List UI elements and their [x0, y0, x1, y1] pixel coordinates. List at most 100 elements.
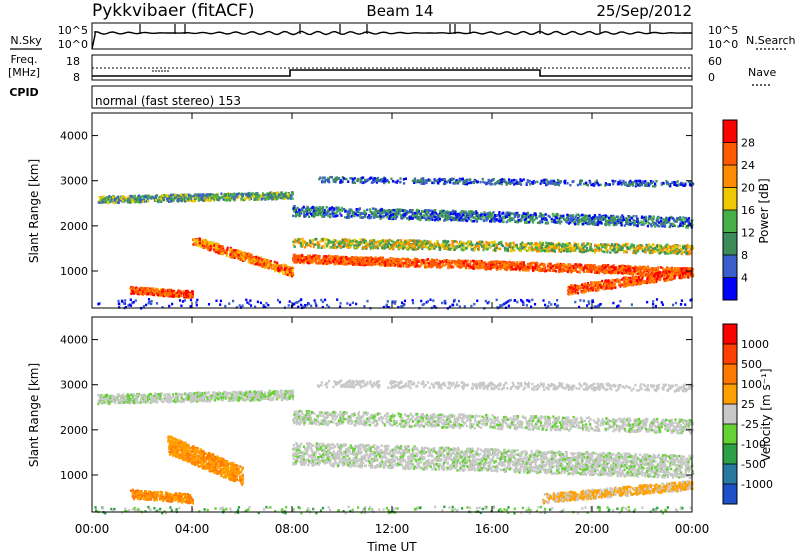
power-cell [667, 252, 670, 255]
power-cell [570, 267, 573, 270]
power-cell [561, 270, 564, 273]
power-cell [519, 242, 522, 246]
power-cell [376, 246, 380, 250]
power-cell [634, 246, 637, 250]
power-cell [365, 245, 368, 248]
power-cell [620, 215, 623, 218]
power-cell [515, 243, 518, 247]
power-cell [108, 201, 111, 204]
power-cell [631, 182, 635, 185]
power-cell [573, 217, 576, 221]
power-cell [467, 244, 470, 248]
power-cell [444, 215, 447, 218]
power-cell [374, 246, 377, 250]
power-cell [385, 241, 388, 244]
power-cell [494, 214, 497, 217]
power-cell [498, 182, 501, 185]
power-cell [507, 261, 510, 264]
power-cell [444, 243, 447, 246]
power-cell [488, 213, 491, 216]
power-cell [510, 266, 513, 269]
power-cell [595, 180, 599, 184]
power-cell [588, 214, 591, 218]
power-cell [642, 180, 645, 183]
power-cell [372, 257, 375, 261]
power-cell [305, 243, 308, 246]
power-cell [481, 240, 484, 244]
power-cell [302, 210, 305, 213]
power-cell [644, 266, 647, 269]
power-cell [296, 212, 299, 216]
power-cell [516, 264, 519, 268]
power-cell [396, 211, 399, 214]
power-cell [465, 266, 468, 270]
power-cell [363, 256, 366, 260]
power-cell [597, 183, 600, 187]
power-cell [554, 181, 557, 184]
power-cell [652, 185, 655, 188]
power-cell [618, 182, 621, 185]
power-cell [312, 209, 316, 212]
power-cell [453, 181, 456, 184]
power-cell [559, 244, 562, 247]
power-cell [604, 220, 607, 223]
power-cell [327, 214, 330, 218]
power-cell [632, 218, 635, 222]
power-cell [462, 213, 465, 217]
power-cell [386, 258, 389, 262]
power-cell [411, 261, 414, 264]
power-cell [566, 242, 569, 245]
power-cell [380, 208, 384, 211]
power-cell [302, 261, 305, 265]
power-cell [444, 247, 447, 250]
power-cell [668, 183, 671, 186]
power-cell [406, 258, 409, 261]
power-cell [613, 244, 616, 248]
power-cell [293, 253, 296, 257]
power-cell [538, 246, 541, 249]
power-cell [516, 220, 519, 224]
power-cell [527, 264, 530, 267]
power-cell [469, 214, 473, 218]
power-cell [403, 182, 406, 185]
power-cell [320, 258, 323, 262]
power-cell [371, 207, 374, 210]
power-cell [656, 218, 659, 222]
power-cell [303, 260, 306, 263]
power-cell [462, 264, 465, 267]
power-cell [450, 218, 453, 222]
power-cell [652, 180, 655, 184]
power-cell [608, 270, 611, 274]
power-cell [404, 258, 407, 261]
power-cell [293, 245, 296, 248]
power-cell [424, 261, 427, 265]
power-cell [393, 213, 396, 217]
power-cell [301, 260, 304, 263]
power-cell [467, 217, 471, 221]
power-cell [478, 240, 481, 243]
power-cell [548, 242, 551, 245]
power-cell [317, 245, 320, 249]
power-cell [578, 214, 581, 218]
power-cell [297, 256, 300, 259]
power-cell [679, 222, 682, 225]
power-cell [439, 210, 442, 213]
power-cell [575, 265, 578, 269]
power-cell [673, 224, 676, 228]
power-cell [396, 209, 399, 212]
power-cell [613, 266, 616, 270]
power-cell [579, 180, 582, 184]
power-cell [480, 265, 483, 268]
power-cell [310, 256, 313, 259]
power-cell [470, 248, 473, 251]
power-cell [327, 254, 330, 258]
power-cell [649, 251, 652, 254]
power-cell [604, 184, 607, 187]
power-cell [126, 199, 129, 202]
power-cell [372, 214, 375, 217]
power-cell [360, 241, 363, 245]
power-cell [497, 260, 500, 263]
power-cell [301, 240, 305, 243]
power-cell [332, 180, 335, 183]
power-cell [441, 209, 444, 212]
